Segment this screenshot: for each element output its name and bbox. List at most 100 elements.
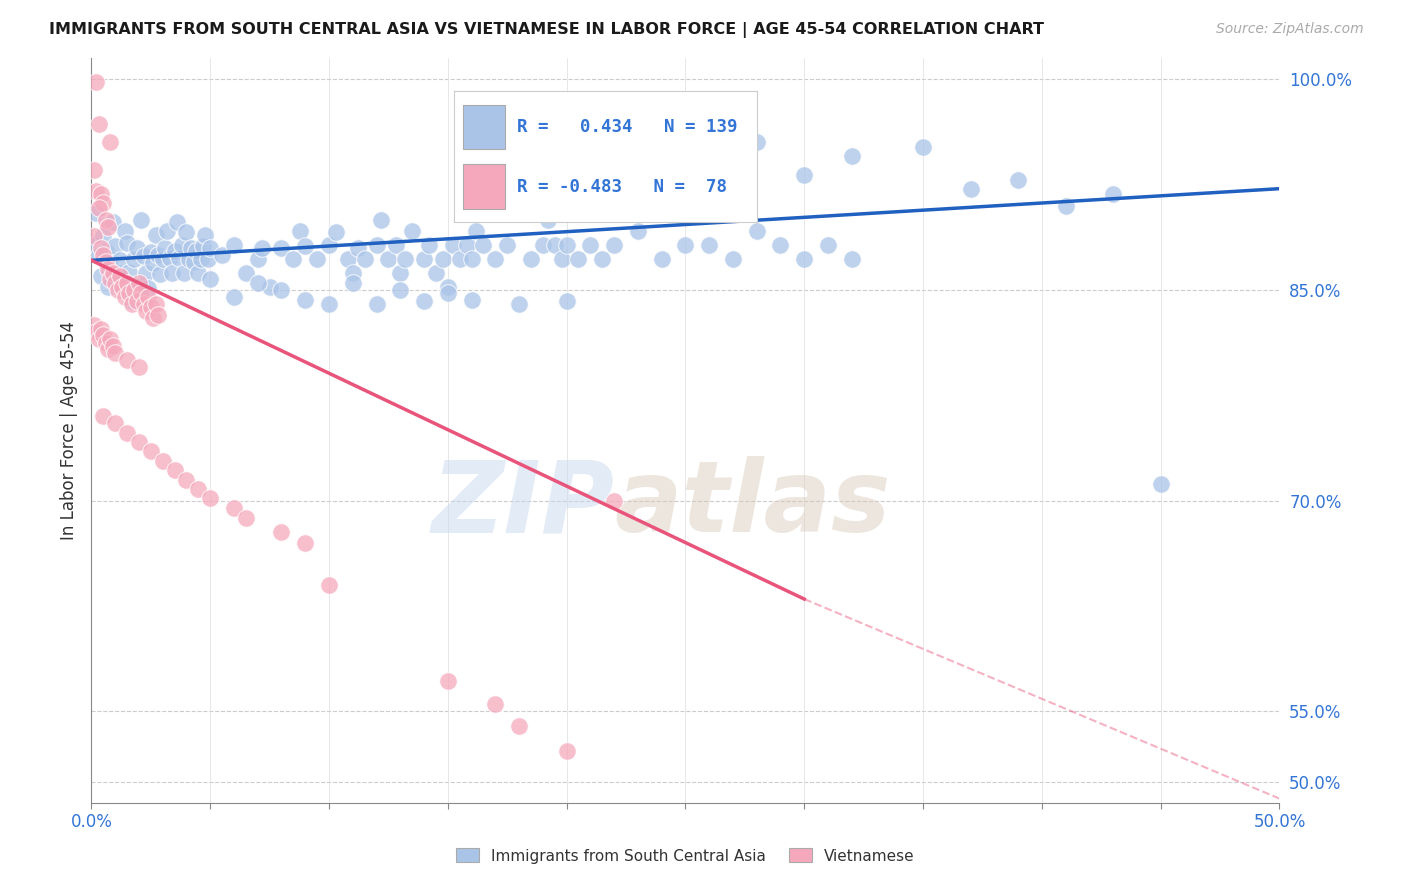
Point bbox=[138, 281, 160, 295]
Point bbox=[91, 248, 114, 262]
Point bbox=[318, 578, 340, 592]
Point bbox=[551, 252, 574, 266]
Text: atlas: atlas bbox=[614, 457, 890, 553]
Point bbox=[673, 238, 696, 252]
Text: Source: ZipAtlas.com: Source: ZipAtlas.com bbox=[1216, 22, 1364, 37]
Text: ZIP: ZIP bbox=[432, 457, 614, 553]
Point bbox=[115, 426, 138, 441]
Point bbox=[389, 266, 412, 280]
Point bbox=[170, 238, 193, 252]
Point bbox=[176, 473, 198, 487]
Point bbox=[508, 718, 530, 732]
Point bbox=[111, 280, 134, 294]
Point bbox=[104, 417, 127, 431]
Point bbox=[222, 500, 245, 515]
Point bbox=[125, 294, 148, 309]
Point bbox=[259, 280, 281, 294]
Point bbox=[100, 332, 122, 346]
Point bbox=[107, 283, 129, 297]
Point bbox=[87, 117, 110, 131]
Point bbox=[83, 163, 105, 178]
Point bbox=[413, 252, 436, 266]
Point bbox=[520, 252, 543, 266]
Point bbox=[97, 342, 120, 356]
Point bbox=[432, 252, 454, 266]
Point bbox=[200, 271, 222, 285]
Point bbox=[108, 268, 131, 283]
Point bbox=[294, 536, 316, 550]
Point bbox=[484, 698, 506, 712]
Point bbox=[163, 463, 186, 477]
Point bbox=[101, 266, 124, 280]
Point bbox=[128, 278, 150, 293]
Point bbox=[418, 238, 440, 252]
Point bbox=[125, 241, 148, 255]
Point bbox=[1054, 198, 1077, 212]
Point bbox=[107, 266, 129, 280]
Point bbox=[104, 276, 127, 290]
Point bbox=[139, 300, 162, 314]
Point bbox=[436, 285, 458, 300]
Point bbox=[104, 346, 127, 360]
Point bbox=[959, 182, 981, 196]
Point bbox=[307, 252, 329, 266]
Point bbox=[627, 224, 650, 238]
Point bbox=[508, 297, 530, 311]
Point bbox=[114, 224, 136, 238]
Point bbox=[721, 252, 744, 266]
Point bbox=[159, 251, 181, 265]
Point bbox=[104, 239, 127, 253]
Point bbox=[87, 202, 110, 216]
Point bbox=[83, 238, 105, 252]
Point bbox=[142, 310, 165, 325]
Point bbox=[353, 252, 375, 266]
Point bbox=[290, 224, 312, 238]
Point bbox=[173, 266, 195, 280]
Point bbox=[252, 241, 274, 255]
Point bbox=[456, 238, 478, 252]
Point bbox=[222, 290, 245, 304]
Point bbox=[745, 224, 768, 238]
Point bbox=[211, 248, 233, 262]
Point bbox=[146, 248, 169, 262]
Point bbox=[436, 673, 458, 688]
Point bbox=[384, 238, 406, 252]
Point bbox=[651, 107, 673, 121]
Point bbox=[87, 332, 110, 346]
Point bbox=[270, 283, 292, 297]
Point bbox=[793, 168, 815, 182]
Point bbox=[318, 238, 340, 252]
Point bbox=[118, 264, 141, 278]
Point bbox=[436, 280, 458, 294]
Point bbox=[135, 266, 157, 280]
Point bbox=[84, 205, 107, 219]
Point bbox=[401, 224, 423, 238]
Point bbox=[100, 136, 122, 150]
Point bbox=[200, 241, 222, 255]
Point bbox=[496, 238, 519, 252]
Point bbox=[841, 252, 863, 266]
Point bbox=[146, 308, 169, 322]
Point bbox=[745, 136, 768, 150]
Point bbox=[115, 276, 138, 290]
Point bbox=[342, 276, 364, 290]
Point bbox=[484, 128, 506, 143]
Point bbox=[100, 271, 122, 285]
Point bbox=[101, 339, 124, 353]
Point bbox=[94, 212, 117, 227]
Point bbox=[603, 238, 626, 252]
Point bbox=[90, 268, 112, 283]
Point bbox=[346, 241, 368, 255]
Point bbox=[83, 318, 105, 332]
Point bbox=[544, 238, 567, 252]
Point bbox=[413, 294, 436, 309]
Point bbox=[97, 219, 120, 234]
Point bbox=[149, 268, 172, 282]
Point bbox=[246, 276, 269, 290]
Point bbox=[1149, 476, 1171, 491]
Point bbox=[389, 283, 412, 297]
Point bbox=[115, 236, 138, 251]
Point bbox=[531, 238, 554, 252]
Point bbox=[911, 139, 934, 153]
Point bbox=[342, 266, 364, 280]
